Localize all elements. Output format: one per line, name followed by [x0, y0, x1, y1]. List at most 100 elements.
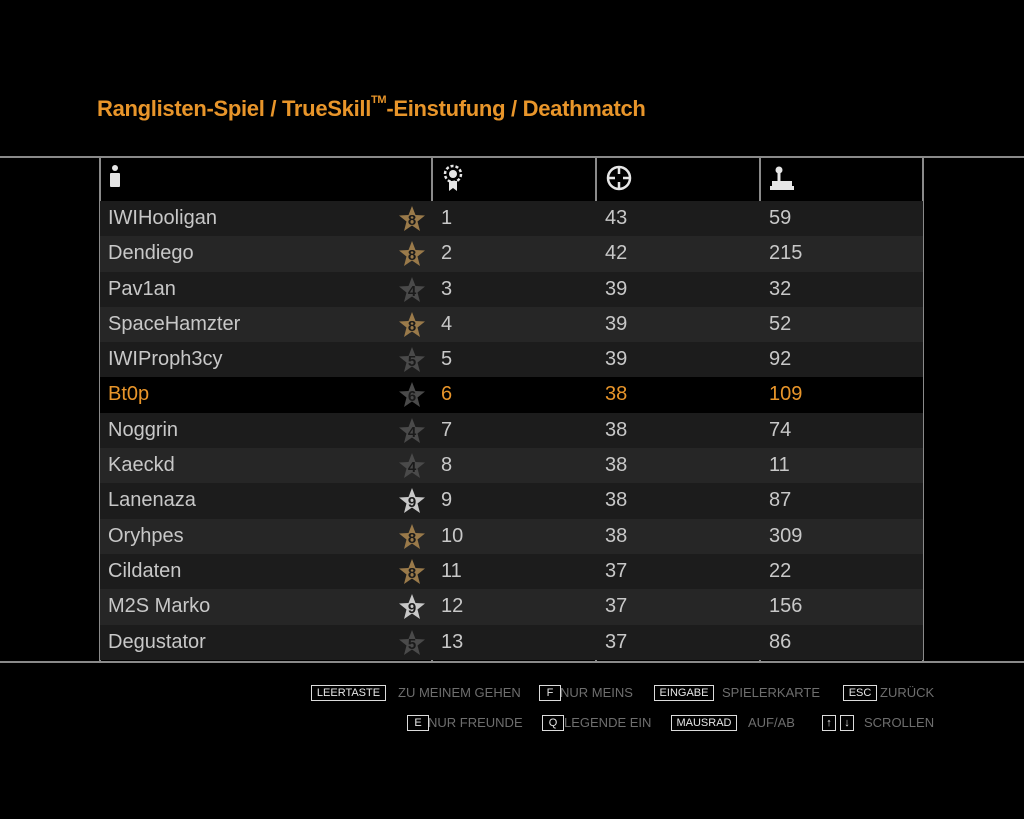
column-divider	[922, 157, 924, 662]
svg-text:6: 6	[408, 388, 416, 405]
key-q[interactable]: Q	[542, 715, 564, 731]
level-star-icon: 8	[399, 241, 425, 267]
games-value: 59	[769, 207, 792, 229]
player-name: Dendiego	[108, 242, 194, 265]
games-value: 87	[769, 489, 792, 512]
kills-value: 38	[605, 454, 628, 477]
table-row[interactable]: Pav1an 4 3 39 32	[100, 271, 923, 307]
level-star-icon: 8	[399, 558, 425, 584]
rank-value: 1	[441, 207, 453, 229]
key-e[interactable]: E	[407, 715, 429, 731]
games-value: 52	[769, 312, 792, 335]
games-value: 309	[769, 524, 803, 547]
key-hint-label[interactable]: NUR FREUNDE	[428, 715, 523, 730]
player-icon[interactable]	[108, 164, 122, 195]
key-hint-label[interactable]: AUF/AB	[748, 715, 795, 730]
svg-text:4: 4	[408, 459, 417, 476]
table-row[interactable]: IWIHooligan 8 1 43 59	[100, 201, 923, 237]
kills-value: 39	[605, 312, 628, 335]
key-down[interactable]: ↓	[840, 715, 854, 731]
rank-value: 8	[441, 454, 453, 477]
level-star-icon: 9	[399, 594, 425, 620]
rank-value: 4	[441, 312, 453, 335]
key-hint-label[interactable]: ZU MEINEM GEHEN	[398, 685, 521, 700]
player-name: Degustator	[108, 630, 206, 653]
table-row[interactable]: Oryhpes 8 10 38 309	[100, 518, 923, 554]
table-row-current-player[interactable]: Bt0p 6 6 38 109	[100, 377, 923, 413]
games-value: 74	[769, 418, 792, 441]
table-row[interactable]: Dendiego 8 2 42 215	[100, 236, 923, 272]
crosshair-icon[interactable]	[605, 164, 633, 197]
svg-text:4: 4	[408, 283, 417, 300]
key-esc[interactable]: ESC	[843, 685, 877, 701]
svg-text:8: 8	[408, 318, 416, 335]
rank-value: 9	[441, 489, 453, 512]
rank-medal-icon[interactable]	[441, 164, 465, 197]
key-up[interactable]: ↑	[822, 715, 836, 731]
svg-text:5: 5	[408, 353, 416, 370]
kills-value: 37	[605, 559, 628, 582]
table-row[interactable]: Noggrin 4 7 38 74	[100, 412, 923, 449]
games-value: 92	[769, 348, 792, 371]
table-row[interactable]: Degustator 5 13 37 86	[100, 624, 923, 660]
player-name: IWIHooligan	[108, 207, 217, 229]
key-f[interactable]: F	[539, 685, 561, 701]
rank-value: 7	[441, 418, 453, 441]
rank-value: 10	[441, 524, 464, 547]
level-star-icon: 4	[399, 276, 425, 302]
player-name: M2S Marko	[108, 595, 211, 618]
rank-value: 11	[441, 559, 462, 582]
games-value: 11	[769, 454, 790, 477]
level-star-icon: 4	[399, 453, 425, 479]
key-hint-label[interactable]: SPIELERKARTE	[722, 685, 821, 700]
key-leertaste[interactable]: LEERTASTE	[311, 685, 386, 701]
kills-value: 43	[605, 207, 628, 229]
level-star-icon: 5	[399, 347, 425, 373]
table-row[interactable]: M2S Marko 9 12 37 156	[100, 589, 923, 625]
page-title: Ranglisten-Spiel / TrueSkillTM-Einstufun…	[97, 94, 646, 121]
key-hint-label[interactable]: NUR MEINS	[560, 685, 633, 700]
leaderboard-rows: IWIHooligan 8 1 43 59 Dendiego 8 2 42 215 Pav1an 4 3…	[100, 201, 923, 660]
player-name: Bt0p	[108, 383, 150, 406]
table-row[interactable]: Kaeckd 4 8 38 11	[100, 448, 923, 484]
games-value: 86	[769, 630, 792, 653]
rank-value: 3	[441, 277, 453, 300]
player-name: Pav1an	[108, 277, 176, 300]
level-star-icon: 6	[399, 382, 425, 408]
svg-text:8: 8	[408, 530, 416, 547]
key-hint-label[interactable]: ZURÜCK	[880, 685, 935, 700]
player-name: Oryhpes	[108, 524, 184, 547]
level-star-icon: 4	[399, 417, 425, 443]
level-star-icon: 9	[399, 488, 425, 514]
table-header	[100, 158, 923, 200]
svg-text:8: 8	[408, 247, 416, 264]
table-row[interactable]: Lanenaza 9 9 38 87	[100, 483, 923, 519]
table-row[interactable]: SpaceHamzter 8 4 39 52	[100, 306, 923, 343]
player-name: Noggrin	[108, 418, 179, 441]
key-hint-label[interactable]: SCROLLEN	[864, 715, 935, 730]
games-value: 32	[769, 277, 792, 300]
level-star-icon: 8	[399, 206, 425, 231]
kills-value: 39	[605, 277, 628, 300]
joystick-icon[interactable]	[769, 164, 795, 197]
kills-value: 38	[605, 524, 628, 547]
level-star-icon: 5	[399, 629, 425, 655]
svg-text:4: 4	[408, 424, 417, 441]
table-top-border	[0, 156, 1024, 158]
games-value: 22	[769, 559, 792, 582]
key-hint-label[interactable]: LEGENDE EIN	[564, 715, 652, 730]
games-value: 215	[769, 242, 803, 265]
player-name: Cildaten	[108, 559, 182, 582]
table-row[interactable]: Cildaten 8 11 37 22	[100, 553, 923, 590]
svg-text:5: 5	[408, 636, 416, 653]
player-name: Kaeckd	[108, 454, 175, 477]
key-eingabe[interactable]: EINGABE	[654, 685, 714, 701]
player-name: Lanenaza	[108, 489, 196, 512]
rank-value: 13	[441, 630, 464, 653]
key-mausrad[interactable]: MAUSRAD	[671, 715, 737, 731]
level-star-icon: 8	[399, 523, 425, 549]
rank-value: 12	[441, 595, 464, 618]
kills-value: 39	[605, 348, 628, 371]
kills-value: 38	[605, 489, 628, 512]
table-row[interactable]: IWIProph3cy 5 5 39 92	[100, 342, 923, 378]
